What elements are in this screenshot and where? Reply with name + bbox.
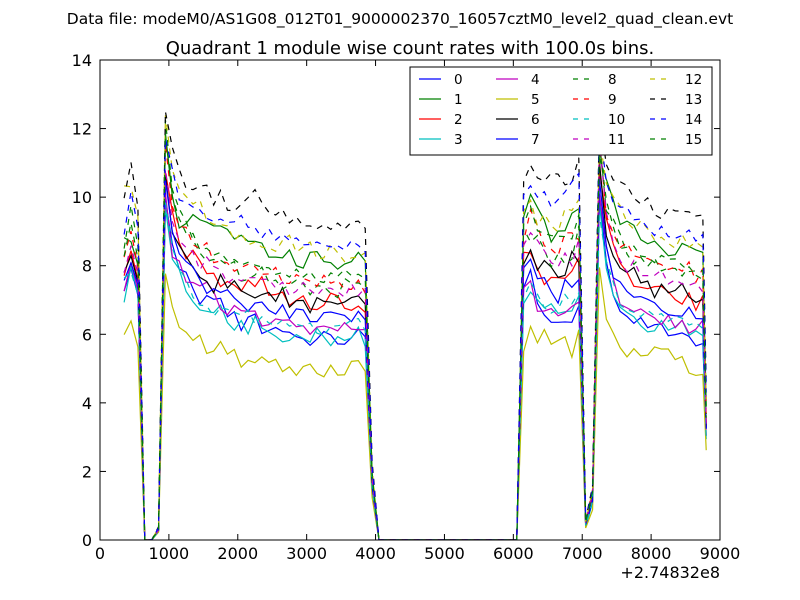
series-line-11 (123, 142, 707, 540)
chart-title: Quadrant 1 module wise count rates with … (166, 38, 655, 59)
series-line-0 (123, 195, 707, 540)
legend-label-12: 12 (685, 72, 702, 88)
x-tick-label: 5000 (424, 544, 465, 563)
series-line-13 (123, 111, 707, 540)
y-tick-label: 4 (82, 394, 92, 413)
legend-label-0: 0 (454, 72, 463, 88)
y-tick-label: 14 (72, 51, 92, 70)
x-axis: 0 1000 2000 3000 4000 5000 6000 7000 8000 9000 (95, 60, 740, 563)
legend-label-2: 2 (454, 112, 463, 128)
legend-label-8: 8 (608, 72, 617, 88)
y-tick-label: 6 (82, 325, 92, 344)
series-line-6 (123, 161, 707, 540)
series-line-8 (123, 119, 707, 540)
legend-label-5: 5 (531, 92, 540, 108)
x-tick-label: 8000 (631, 544, 672, 563)
series-line-9 (123, 138, 707, 540)
x-tick-label: 0 (95, 544, 105, 563)
series-line-10 (123, 202, 707, 540)
y-tick-label: 8 (82, 257, 92, 276)
x-tick-label: 1000 (149, 544, 190, 563)
legend-label-4: 4 (531, 72, 540, 88)
series-line-5 (123, 267, 707, 540)
legend-label-15: 15 (685, 132, 702, 148)
x-tick-label: 3000 (286, 544, 327, 563)
legend-label-1: 1 (454, 92, 463, 108)
x-offset-label: +2.74832e8 (620, 563, 720, 582)
axes-frame (99, 59, 721, 541)
figure-suptitle: Data file: modeM0/AS1G08_012T01_90000023… (67, 10, 733, 29)
legend-label-13: 13 (685, 92, 702, 108)
legend-label-6: 6 (531, 112, 540, 128)
legend-label-7: 7 (531, 132, 540, 148)
series-line-7 (123, 179, 707, 540)
legend-box (409, 66, 713, 156)
series-line-12 (124, 115, 707, 540)
series-line-4 (123, 192, 707, 540)
legend-label-3: 3 (454, 132, 463, 148)
series-line-14 (123, 125, 707, 540)
legend-label-9: 9 (608, 92, 617, 108)
legend-label-11: 11 (608, 132, 625, 148)
series-line-3 (123, 203, 707, 540)
plot-area (123, 111, 707, 540)
x-tick-label: 4000 (355, 544, 396, 563)
legend-label-14: 14 (685, 112, 702, 128)
x-tick-label: 6000 (493, 544, 534, 563)
y-tick-label: 0 (82, 531, 92, 550)
x-tick-label: 9000 (700, 544, 741, 563)
x-tick-label: 7000 (562, 544, 603, 563)
series-line-2 (123, 170, 707, 540)
series-layer (123, 111, 707, 540)
series-line-15 (123, 133, 707, 540)
y-tick-label: 10 (72, 188, 92, 207)
y-tick-label: 2 (82, 462, 92, 481)
x-tick-label: 2000 (217, 544, 258, 563)
y-tick-label: 12 (72, 120, 92, 139)
series-line-1 (123, 135, 707, 540)
legend-label-10: 10 (608, 112, 625, 128)
